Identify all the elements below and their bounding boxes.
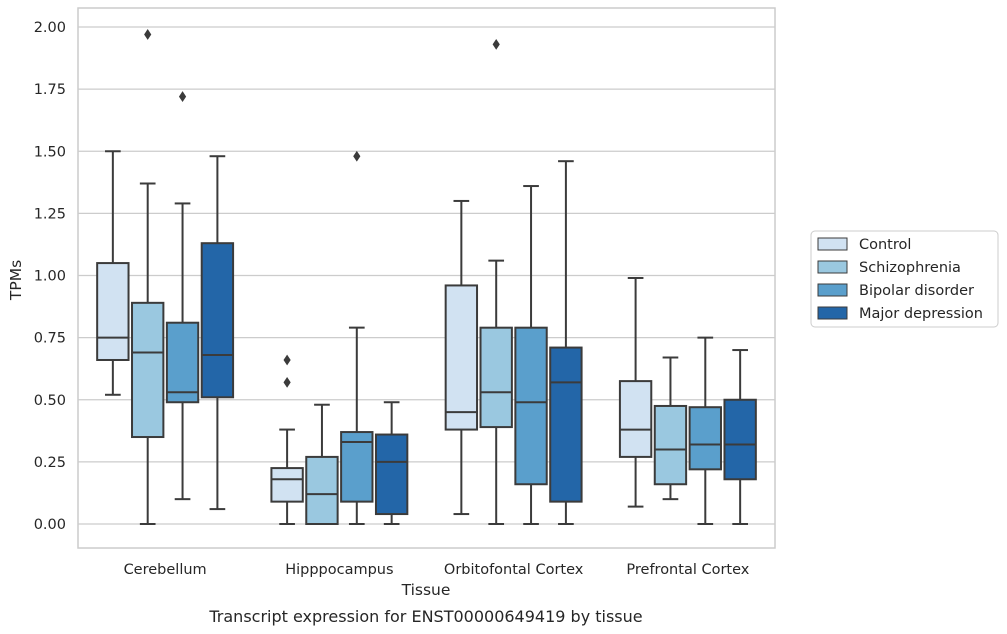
box-iqr bbox=[165, 321, 200, 404]
legend-swatch bbox=[817, 283, 848, 297]
y-tick-label: 2.00 bbox=[34, 20, 66, 36]
legend-label: Schizophrenia bbox=[859, 260, 961, 276]
outlier-point bbox=[144, 29, 152, 40]
box-iqr bbox=[723, 398, 757, 481]
y-tick-label: 0.75 bbox=[34, 331, 66, 347]
legend-swatch bbox=[817, 237, 848, 251]
box-iqr bbox=[374, 433, 409, 516]
box-iqr bbox=[305, 455, 339, 525]
outlier-point bbox=[283, 376, 291, 388]
legend-label: Control bbox=[859, 237, 911, 253]
box-iqr bbox=[653, 404, 688, 486]
outlier-point bbox=[283, 354, 291, 366]
x-axis-title: Tissue bbox=[401, 581, 451, 599]
box-iqr bbox=[96, 262, 130, 361]
outlier-point bbox=[492, 38, 500, 50]
box-control bbox=[444, 199, 479, 516]
y-axis-title: TPMs bbox=[7, 260, 25, 301]
box-iqr bbox=[688, 406, 722, 471]
y-tick-label: 1.75 bbox=[34, 82, 66, 98]
box-iqr bbox=[200, 242, 235, 399]
y-tick-label: 0.25 bbox=[34, 455, 66, 471]
box-bipolar-disorder bbox=[688, 336, 722, 525]
box-major-depression bbox=[723, 349, 757, 525]
x-tick-label: Orbitofontal Cortex bbox=[444, 562, 584, 578]
box-schizophrenia bbox=[653, 356, 688, 501]
box-iqr bbox=[270, 467, 304, 503]
box-bipolar-disorder bbox=[340, 150, 374, 525]
x-tick-label: Cerebellum bbox=[124, 562, 207, 578]
box-iqr bbox=[444, 284, 479, 431]
box-major-depression bbox=[200, 155, 235, 511]
legend-swatch bbox=[817, 306, 848, 320]
box-iqr bbox=[514, 326, 548, 486]
box-major-depression bbox=[374, 401, 409, 525]
box-iqr bbox=[479, 326, 513, 429]
box-control bbox=[96, 150, 130, 396]
boxes bbox=[96, 29, 757, 525]
box-iqr bbox=[131, 301, 165, 439]
x-tick-label: Prefrontal Cortex bbox=[626, 562, 749, 578]
box-iqr bbox=[549, 346, 583, 503]
legend-swatch bbox=[817, 260, 848, 274]
box-bipolar-disorder bbox=[514, 185, 548, 525]
box-iqr bbox=[340, 431, 374, 503]
legend: Control Schizophrenia Bipolar disorder Majo… bbox=[810, 230, 999, 328]
box-schizophrenia bbox=[305, 403, 339, 525]
y-tick-label: 1.25 bbox=[34, 206, 66, 222]
legend-label: Major depression bbox=[859, 306, 983, 322]
box-bipolar-disorder bbox=[165, 91, 200, 501]
legend-label: Bipolar disorder bbox=[859, 283, 974, 299]
y-tick-label: 1.50 bbox=[34, 144, 66, 160]
box-iqr bbox=[618, 380, 653, 458]
outlier-point bbox=[353, 150, 361, 162]
y-tick-label: 0.50 bbox=[34, 393, 66, 409]
y-tick-label: 1.00 bbox=[34, 269, 66, 285]
box-control bbox=[618, 276, 653, 508]
x-tick-label: Hipppocampus bbox=[285, 562, 393, 578]
chart-caption: Transcript expression for ENST0000064941… bbox=[208, 607, 642, 626]
y-tick-label: 0.00 bbox=[34, 517, 66, 533]
legend-frame bbox=[810, 230, 999, 328]
box-schizophrenia bbox=[131, 29, 165, 525]
box-major-depression bbox=[549, 160, 583, 525]
outlier-point bbox=[178, 91, 187, 102]
plot-frame bbox=[77, 7, 776, 549]
box-schizophrenia bbox=[479, 38, 513, 525]
x-axis-ticks: Cerebellum Hipppocampus Orbitofontal Corte… bbox=[124, 562, 750, 578]
box-control bbox=[270, 354, 304, 525]
y-axis-ticks: 0.00 0.25 0.50 0.75 1.00 1.25 1.50 1.75 2.00 bbox=[34, 20, 66, 533]
